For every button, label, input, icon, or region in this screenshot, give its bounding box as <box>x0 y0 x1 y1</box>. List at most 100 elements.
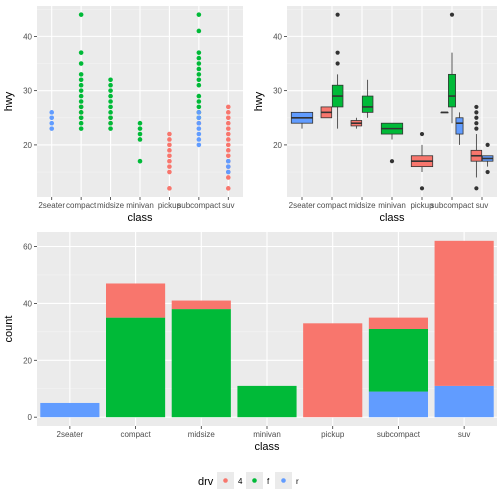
data-point-r <box>196 120 202 126</box>
x-tick-label: 2seater <box>289 201 316 210</box>
legend-point-4 <box>223 478 228 483</box>
data-point-f <box>137 131 143 137</box>
data-point-r <box>196 126 202 131</box>
box-outlier <box>474 126 479 131</box>
y-tick-label: 60 <box>23 243 32 252</box>
bar-segment-4 <box>303 323 363 418</box>
data-point-f <box>78 110 84 115</box>
box-outlier <box>474 115 479 120</box>
box-outlier <box>474 110 479 115</box>
data-point-4 <box>167 131 172 137</box>
data-point-4 <box>225 186 231 191</box>
data-point-f <box>108 82 113 88</box>
data-point-f <box>137 120 143 126</box>
data-point-f <box>196 50 202 55</box>
data-point-f <box>108 104 113 110</box>
data-point-4 <box>167 153 172 159</box>
data-point-r <box>196 137 202 142</box>
box-outlier <box>335 12 340 17</box>
x-tick-label: pickup <box>158 201 182 210</box>
data-point-4 <box>225 175 231 180</box>
bar-segment-4 <box>368 317 428 329</box>
data-point-f <box>196 93 202 99</box>
x-tick-label: subcompact <box>177 201 221 210</box>
box-outlier <box>419 131 425 137</box>
data-point-r <box>196 131 202 137</box>
data-point-f <box>78 115 84 121</box>
y-axis-title: count <box>3 316 15 343</box>
legend-label-4: 4 <box>238 477 243 486</box>
x-tick-label: subcompact <box>430 201 474 210</box>
y-tick-label: 40 <box>23 299 32 308</box>
data-point-r <box>225 158 231 164</box>
y-axis-title: hwy <box>253 91 265 111</box>
x-tick-label: suv <box>458 430 470 439</box>
bar-segment-r <box>434 385 494 418</box>
data-point-f <box>196 82 202 88</box>
data-point-f <box>78 77 84 83</box>
data-point-4 <box>225 115 231 121</box>
box-outlier <box>449 12 455 17</box>
x-tick-label: 2seater <box>38 201 65 210</box>
data-point-f <box>78 50 84 55</box>
data-point-4 <box>225 131 231 137</box>
data-point-f <box>108 88 113 93</box>
x-tick-label: minivan <box>253 430 281 439</box>
data-point-r <box>196 142 202 148</box>
data-point-f <box>78 88 84 93</box>
legend-point-r <box>281 478 286 483</box>
x-tick-label: pickup <box>410 201 434 210</box>
data-point-f <box>108 115 113 121</box>
box-outlier <box>474 104 479 110</box>
x-tick-label: suv <box>222 201 234 210</box>
data-point-4 <box>167 137 172 142</box>
x-tick-label: compact <box>66 201 97 210</box>
data-point-4 <box>167 169 172 175</box>
data-point-r <box>49 110 55 115</box>
bar-panel: 0 20 40 60 2seater compact midsize minivan picku… <box>3 232 497 453</box>
y-tick-label: 40 <box>273 32 282 41</box>
data-point-f <box>196 55 202 61</box>
x-tick-label: compact <box>317 201 348 210</box>
data-point-f <box>108 99 113 104</box>
data-point-f <box>78 126 84 131</box>
data-point-r <box>49 120 55 126</box>
x-axis-title: class <box>379 212 405 224</box>
bar-segment-f <box>106 317 166 418</box>
data-point-f <box>137 158 143 164</box>
bar-segment-f <box>171 309 231 418</box>
x-tick-label: minivan <box>126 201 154 210</box>
data-point-4 <box>225 110 231 115</box>
x-tick-label: subcompact <box>377 430 421 439</box>
x-tick-label: suv <box>476 201 488 210</box>
legend: drv 4 f r <box>198 472 299 489</box>
bar-segment-4 <box>434 240 494 386</box>
data-point-4 <box>225 120 231 126</box>
bar-segment-4 <box>171 300 231 310</box>
data-point-f <box>196 12 202 17</box>
data-point-f <box>137 137 143 142</box>
data-point-f <box>78 99 84 104</box>
data-point-4 <box>225 104 231 110</box>
x-tick-label: midsize <box>188 430 216 439</box>
y-tick-label: 20 <box>23 356 32 365</box>
data-point-4 <box>225 126 231 131</box>
data-point-f <box>108 110 113 115</box>
legend-point-f <box>252 478 257 483</box>
bar-segment-f <box>368 329 428 392</box>
data-point-r <box>196 110 202 115</box>
y-axis-title: hwy <box>3 91 15 111</box>
y-tick-label: 20 <box>273 141 282 150</box>
legend-title: drv <box>198 476 214 488</box>
data-point-f <box>196 28 202 34</box>
data-point-r <box>196 115 202 121</box>
bar-segment-4 <box>106 283 166 318</box>
box-outlier <box>485 142 490 148</box>
data-point-f <box>78 12 84 17</box>
boxplot-panel: 20 30 40 2seater compact midsize minivan pickup… <box>253 6 497 224</box>
data-point-4 <box>225 137 231 142</box>
x-tick-label: midsize <box>348 201 376 210</box>
data-point-f <box>196 72 202 77</box>
bar-segment-r <box>368 391 428 418</box>
